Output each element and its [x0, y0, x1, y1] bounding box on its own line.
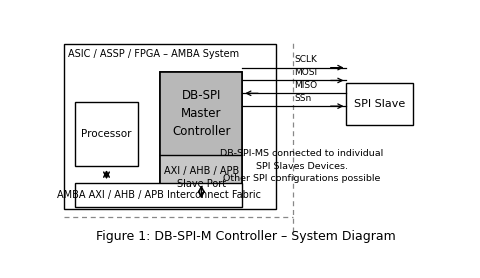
Text: DB-SPI-MS connected to individual
SPI Slaves Devices.
Other SPI configurations p: DB-SPI-MS connected to individual SPI Sl… — [220, 149, 384, 183]
Bar — [75, 183, 242, 207]
Text: MISO: MISO — [294, 81, 317, 90]
Text: AXI / AHB / APB
Slave Port: AXI / AHB / APB Slave Port — [164, 166, 239, 189]
Bar — [160, 155, 242, 200]
Bar — [64, 44, 276, 209]
Bar — [75, 102, 138, 166]
Text: ASIC / ASSP / FPGA – AMBA System: ASIC / ASSP / FPGA – AMBA System — [68, 49, 240, 59]
Bar — [160, 72, 242, 200]
Bar — [347, 83, 413, 125]
Bar — [160, 72, 242, 200]
Bar — [160, 72, 242, 155]
Text: DB-SPI
Master
Controller: DB-SPI Master Controller — [172, 89, 230, 138]
Text: Processor: Processor — [81, 129, 132, 139]
Text: MOSI: MOSI — [294, 68, 317, 77]
Text: SCLK: SCLK — [294, 55, 317, 64]
Text: Figure 1: DB-SPI-M Controller – System Diagram: Figure 1: DB-SPI-M Controller – System D… — [96, 230, 396, 243]
Text: AMBA AXI / AHB / APB Interconnect Fabric: AMBA AXI / AHB / APB Interconnect Fabric — [57, 190, 261, 200]
Text: SSn: SSn — [294, 94, 312, 103]
Text: SPI Slave: SPI Slave — [354, 99, 406, 109]
